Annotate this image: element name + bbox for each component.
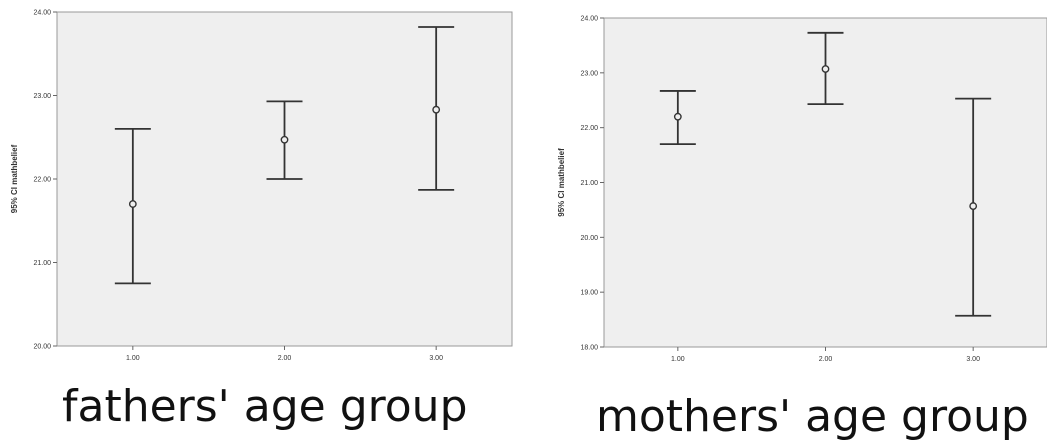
y-axis-label: 95% CI mathbelief xyxy=(10,144,19,213)
y-tick-label: 18.00 xyxy=(580,345,598,352)
x-tick-label: 1.00 xyxy=(126,355,140,362)
y-tick-label: 19.00 xyxy=(580,290,598,297)
mean-marker xyxy=(821,65,830,73)
y-tick-label: 21.00 xyxy=(33,260,51,267)
x-tick-label: 3.00 xyxy=(966,356,980,363)
fathers-age-chart: 20.00 21.00 22.00 23.00 24.00 95% CI mathbeli… xyxy=(10,10,513,362)
y-tick-label: 20.00 xyxy=(33,344,51,351)
mean-marker xyxy=(673,112,682,121)
mean-marker xyxy=(969,202,978,210)
y-tick-label: 23.00 xyxy=(580,70,598,77)
y-tick-label: 22.00 xyxy=(580,125,598,132)
fathers-age-group-caption: fathers' age group xyxy=(62,381,468,432)
x-tick-label: 3.00 xyxy=(429,355,443,362)
y-tick-label: 24.00 xyxy=(580,16,598,23)
y-tick-label: 21.00 xyxy=(580,180,598,187)
y-tick-label: 23.00 xyxy=(33,93,51,100)
mean-marker xyxy=(432,105,441,114)
mothers-age-chart: 18.00 19.00 20.00 21.00 22.00 23.00 24.00 95% C… xyxy=(557,16,1047,363)
x-tick-label: 2.00 xyxy=(278,355,292,362)
y-tick-label: 20.00 xyxy=(580,235,598,242)
x-tick-label: 1.00 xyxy=(671,356,685,363)
y-tick-label: 24.00 xyxy=(33,10,51,17)
x-tick-label: 2.00 xyxy=(819,356,833,363)
y-axis-label: 95% CI mathbelief xyxy=(557,148,566,217)
y-tick-label: 22.00 xyxy=(33,177,51,184)
mean-marker xyxy=(280,135,289,144)
mean-marker xyxy=(128,200,137,208)
mothers-age-group-caption: mothers' age group xyxy=(596,391,1029,442)
